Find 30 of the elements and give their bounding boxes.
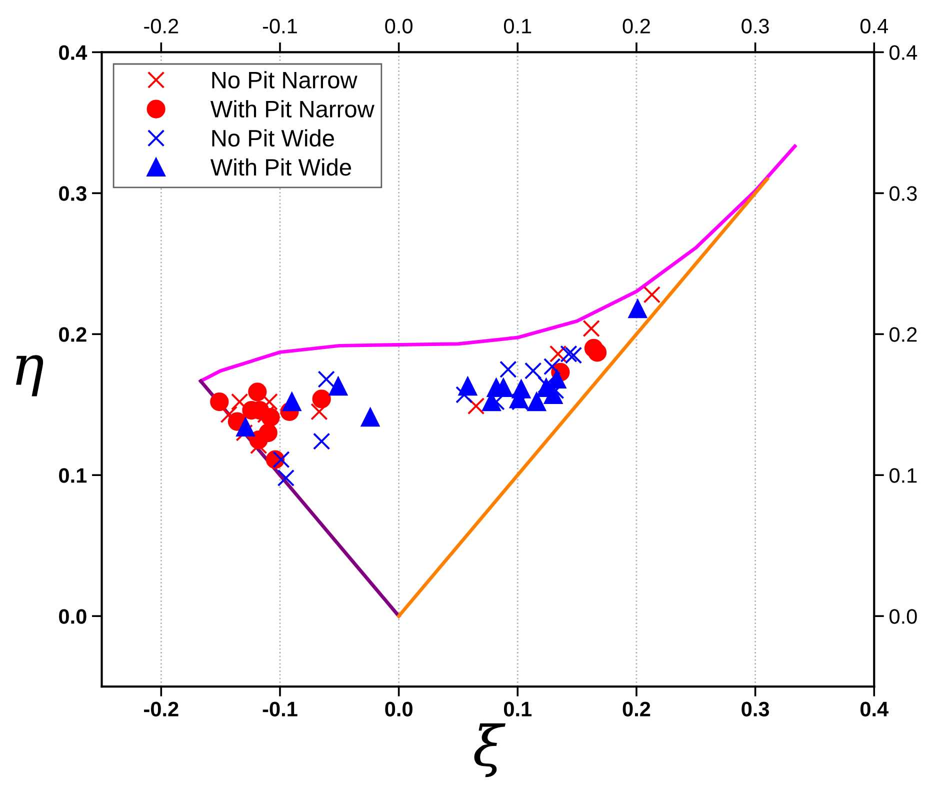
x2-tick-label: 0.4 — [860, 18, 888, 34]
x-tick-label: 0.3 — [742, 702, 770, 716]
x2-tick-label: -0.2 — [144, 18, 178, 34]
x-tick-label: 0.0 — [385, 702, 412, 716]
x-axis-title: ξ — [474, 723, 506, 778]
legend-label: No Pit Wide — [212, 129, 334, 147]
x2-tick-label: -0.1 — [262, 18, 297, 34]
y-tick-label: 0.2 — [59, 327, 86, 342]
x-tick-label: 0.4 — [860, 702, 888, 716]
x-tick-label: -0.2 — [144, 702, 178, 716]
x2-tick-label: 0.1 — [504, 18, 532, 34]
legend-label: With Pit Narrow — [210, 100, 374, 118]
y-tick-label: 0.4 — [59, 45, 88, 60]
y-tick-label: 0.3 — [59, 186, 86, 201]
x-tick-label: 0.1 — [504, 702, 532, 716]
y2-tick-label: 0.1 — [890, 468, 917, 483]
x2-tick-label: 0.0 — [385, 18, 412, 34]
y2-tick-label: 0.0 — [890, 609, 917, 624]
x2-tick-label: 0.2 — [622, 18, 650, 34]
y-tick-label: 0.1 — [59, 468, 87, 483]
y-axis-title: η — [16, 355, 44, 396]
y2-tick-label: 0.2 — [890, 327, 917, 342]
y2-tick-label: 0.3 — [890, 186, 917, 201]
x-tick-label: 0.2 — [622, 702, 650, 716]
y-tick-label: 0.0 — [59, 609, 86, 624]
y2-tick-label: 0.4 — [890, 45, 918, 60]
legend-label: No Pit Narrow — [212, 71, 358, 88]
legend-label: With Pit Wide — [210, 158, 351, 176]
x2-tick-label: 0.3 — [742, 18, 769, 34]
x-tick-label: -0.1 — [262, 702, 298, 716]
